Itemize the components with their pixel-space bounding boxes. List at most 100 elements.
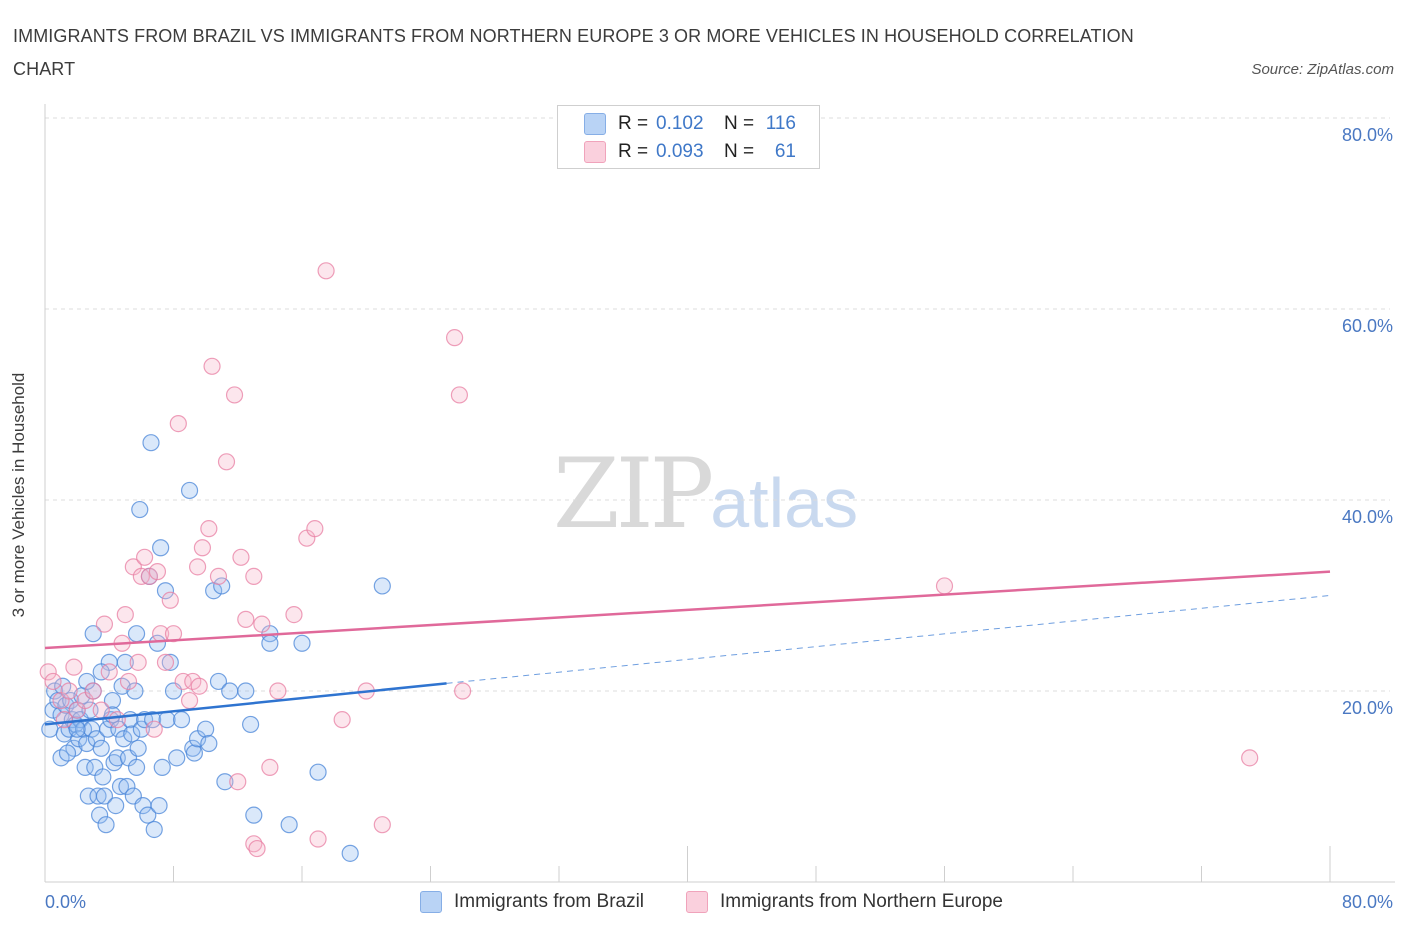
brazil-point [111,777,130,796]
legend-r-value: 0.093 [656,141,704,162]
chart-title: IMMIGRANTS FROM BRAZIL VS IMMIGRANTS FRO… [13,26,1134,79]
brazil-point [221,682,239,700]
brazil-point [132,720,150,738]
northern-europe-point [229,773,247,791]
northern-europe-point [108,711,126,729]
brazil-point [172,711,191,729]
brazil-point [139,806,157,824]
legend-n-value: 61 [774,141,796,162]
northern-europe-point [217,453,236,471]
brazil-point [237,682,255,700]
brazil-trend-line [44,682,447,726]
brazil-point [92,739,110,757]
legend-row-brazil: R = 0.102 N = 116 [584,111,796,137]
brazil-point [89,787,107,805]
brazil-point [156,582,175,600]
northern-europe-point [84,682,102,700]
brazil-point [373,577,391,595]
brazil-point [129,739,147,757]
northern-europe-point [164,625,183,643]
northern-europe-point [333,711,351,729]
northern-europe-point [129,653,147,671]
northern-europe-point [65,658,83,676]
northern-europe-point [92,701,110,719]
brazil-point [123,725,141,743]
brazil-point [95,787,114,805]
brazil-point [97,816,115,834]
northern-europe-point [225,386,244,404]
y-tick-label: 40.0% [1342,507,1393,527]
y-tick-label: 60.0% [1342,316,1393,336]
northern-europe-point [156,653,175,671]
source-label: Source: ZipAtlas.com [1251,61,1394,78]
brazil-point [116,653,134,671]
brazil-point [341,844,359,862]
legend-r-label: R = [618,113,649,134]
northern-europe-point [285,605,303,624]
x-tick-label: 80.0% [1342,892,1393,912]
legend-swatch-brazil [584,113,606,135]
brazil-point [127,625,146,643]
brazil-point [142,434,160,452]
watermark-atlas: atlas [710,464,859,542]
correlation-legend: R = 0.102 N = 116 R = 0.093 N = 61 [557,105,820,169]
brazil-point [91,806,109,824]
brazil-point [84,625,102,643]
brazil-point [309,763,327,781]
brazil-point [58,744,77,762]
northern-europe-point [200,520,218,538]
northern-europe-point [373,816,391,834]
brazil-point [293,634,311,652]
legend-n-label: N = [724,141,755,162]
northern-europe-point [450,386,469,404]
brazil-point [150,796,168,815]
northern-europe-point [60,682,78,700]
brazil-point [115,730,133,748]
brazil-point [161,653,179,671]
northern-europe-trend-line [44,570,1331,650]
watermark-zip: ZIP [553,438,714,550]
northern-europe-point [44,672,62,691]
brazil-point [87,730,106,748]
brazil-point [197,720,215,738]
bottom-legend-label-brazil: Immigrants from Brazil [454,891,645,912]
northern-europe-point [169,415,187,433]
northern-europe-point [317,262,335,280]
brazil-point [94,768,112,786]
northern-europe-point [190,677,208,695]
bottom-legend-swatch-brazil [420,891,442,913]
northern-europe-point [100,663,118,681]
brazil-point [242,715,260,734]
legend-n-value: 116 [765,113,796,134]
legend-swatch-northern-europe [584,141,606,163]
brazil-point [57,696,75,714]
brazil-point [76,758,94,777]
northern-europe-point [180,691,199,710]
legend-row-northern-europe: R = 0.093 N = 61 [584,139,796,165]
brazil-point [261,634,279,652]
northern-europe-point [116,605,134,624]
brazil-point [148,634,167,652]
brazil-point [78,672,96,691]
northern-europe-point [119,672,138,691]
brazil-point [185,744,203,762]
bottom-legend-brazil: Immigrants from Brazil [420,889,644,915]
northern-europe-point [39,663,57,681]
brazil-point [153,758,171,777]
northern-europe-point [145,720,163,738]
northern-europe-point [209,567,228,586]
brazil-point [118,777,136,796]
y-tick-label: 20.0% [1342,698,1393,718]
northern-europe-point [174,672,192,691]
bottom-legend-swatch-northern-europe [686,891,708,913]
northern-europe-point [445,329,464,347]
brazil-point [103,691,122,710]
y-tick-label: 80.0% [1342,125,1393,145]
x-tick-label: 0.0% [45,892,86,912]
northern-europe-point [188,558,207,576]
northern-europe-point [454,682,472,700]
legend-n-label: N = [724,113,755,134]
brazil-point [107,796,125,815]
bottom-legend-label-northern-europe: Immigrants from Northern Europe [720,891,1003,912]
northern-europe-point [193,539,212,557]
